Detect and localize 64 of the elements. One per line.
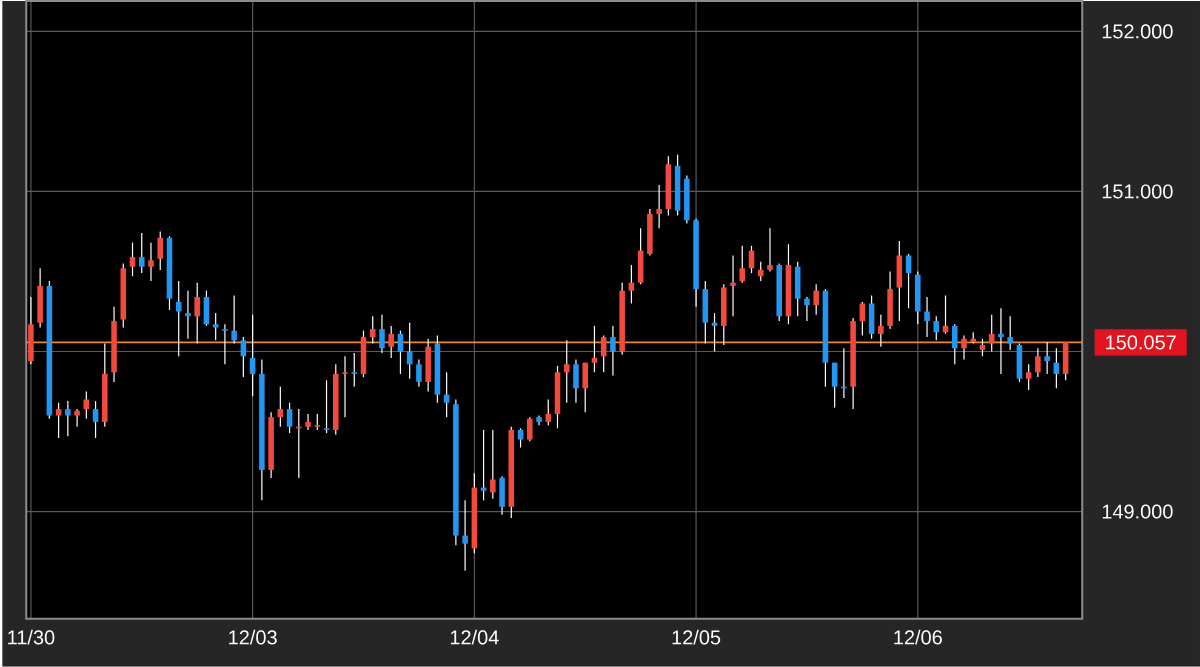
candlestick bbox=[194, 282, 200, 345]
candlestick bbox=[878, 314, 884, 348]
y-tick-label: 152.000 bbox=[1102, 24, 1173, 39]
candlestick bbox=[240, 336, 247, 378]
x-tick-label: 12/05 bbox=[672, 629, 721, 645]
candlestick bbox=[804, 296, 810, 322]
candlestick bbox=[351, 352, 358, 388]
candlestick bbox=[563, 339, 570, 404]
candlestick bbox=[397, 330, 404, 375]
candlestick bbox=[739, 245, 746, 284]
candlestick bbox=[65, 400, 71, 438]
candlestick bbox=[730, 255, 736, 318]
candlestick bbox=[988, 314, 995, 353]
candlestick bbox=[951, 323, 958, 366]
candlestick bbox=[74, 408, 80, 428]
candlestick bbox=[859, 301, 866, 337]
candlestick bbox=[831, 362, 838, 409]
candlestick bbox=[767, 227, 773, 273]
candlestick bbox=[222, 323, 228, 366]
candlestick bbox=[1035, 347, 1041, 378]
candlestick bbox=[305, 413, 311, 431]
candlestick bbox=[323, 379, 330, 434]
candlestick bbox=[462, 499, 468, 572]
candlestick bbox=[998, 307, 1004, 375]
x-tick-label: 12/06 bbox=[894, 629, 942, 645]
candlestick bbox=[249, 314, 256, 398]
y-tick-label: 149.000 bbox=[1102, 504, 1173, 519]
candlestick bbox=[610, 325, 616, 377]
candlestick bbox=[924, 296, 930, 338]
candlestick bbox=[231, 295, 237, 345]
candlestick bbox=[369, 315, 376, 345]
candlestick bbox=[342, 355, 348, 418]
candlestick bbox=[379, 314, 385, 354]
candlestick bbox=[961, 335, 967, 361]
candlestick bbox=[443, 371, 450, 418]
candlestick bbox=[757, 261, 764, 282]
candlestick bbox=[55, 402, 62, 439]
candlestick bbox=[129, 242, 136, 278]
candlestick bbox=[527, 416, 533, 442]
candlestick bbox=[628, 264, 635, 305]
x-tick-label: 11/30 bbox=[8, 629, 55, 645]
candlestick bbox=[1044, 341, 1050, 375]
ref-line-label: 150.057 bbox=[1106, 335, 1176, 350]
candlestick bbox=[138, 232, 145, 274]
candlestick bbox=[490, 429, 496, 500]
candlestick bbox=[157, 231, 163, 271]
candlestick bbox=[545, 399, 552, 426]
candlestick bbox=[656, 184, 662, 229]
candlestick bbox=[416, 359, 422, 388]
candlestick bbox=[517, 427, 524, 449]
candlestick bbox=[185, 290, 191, 340]
candlestick bbox=[1025, 363, 1032, 391]
candlestick bbox=[148, 242, 154, 282]
candlestick bbox=[286, 402, 293, 434]
candlestick bbox=[388, 325, 394, 359]
candlestick bbox=[813, 283, 819, 316]
x-tick-label: 12/04 bbox=[450, 629, 499, 645]
candlestick bbox=[1007, 315, 1013, 351]
y-tick-label: 151.000 bbox=[1102, 184, 1173, 199]
candlestick bbox=[277, 386, 284, 428]
x-tick-label: 12/03 bbox=[229, 629, 277, 645]
candlestick bbox=[905, 253, 912, 310]
candlestick bbox=[591, 325, 598, 374]
candlestick bbox=[92, 400, 99, 439]
